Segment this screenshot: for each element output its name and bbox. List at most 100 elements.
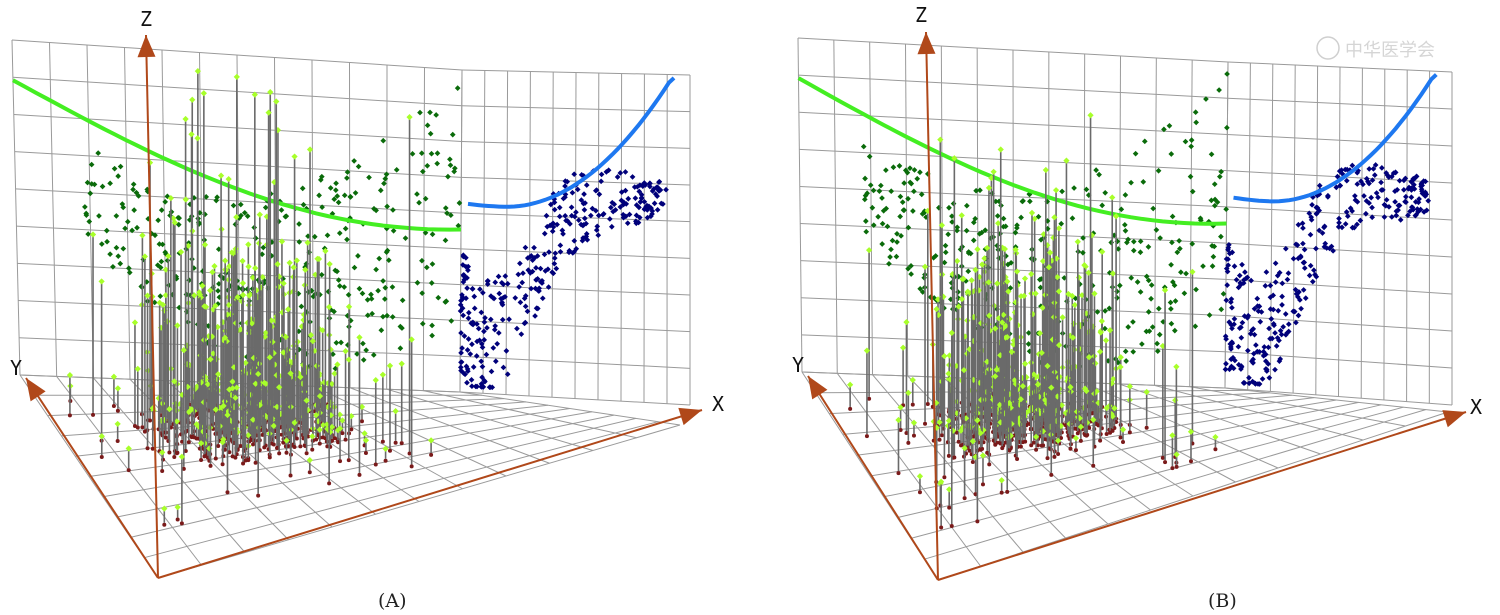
floor-gridline <box>130 417 637 538</box>
yz-projection-point <box>1389 214 1395 220</box>
xz-projection-point <box>131 207 137 213</box>
yz-projection-point <box>656 179 662 186</box>
xz-projection-point <box>203 194 210 200</box>
yz-projection-point <box>1371 172 1378 178</box>
yz-projection-point <box>1226 319 1233 325</box>
yz-projection-point <box>603 169 610 175</box>
yz-projection-point <box>582 215 588 222</box>
yz-projection-point <box>1260 348 1267 355</box>
data-point <box>1098 318 1105 325</box>
xz-projection-point <box>373 266 379 273</box>
data-point <box>1059 314 1066 321</box>
yz-projection-point <box>1279 302 1285 308</box>
floor-projection-point <box>973 492 978 497</box>
floor-projection-point <box>399 441 404 446</box>
yz-projection-point <box>481 337 488 343</box>
yz-projection-point <box>459 305 466 312</box>
floor-projection-point <box>1068 446 1073 451</box>
yz-projection-point <box>560 231 566 237</box>
floor-projection-point <box>949 524 954 529</box>
xz-projection-point <box>456 200 463 206</box>
xz-projection-point <box>1005 261 1011 268</box>
data-point <box>1085 354 1093 361</box>
xz-projection-point <box>418 150 425 157</box>
yz-projection-point <box>574 186 581 193</box>
yz-projection-point <box>1251 331 1258 338</box>
yz-projection-point <box>498 279 505 286</box>
grid-a <box>11 39 691 579</box>
xz-projection-point <box>393 166 400 173</box>
yz-projection-point <box>1397 217 1404 223</box>
yz-projection-point <box>637 199 644 205</box>
z-axis <box>925 31 939 581</box>
yz-projection-point <box>1396 177 1403 184</box>
yz-projection-point <box>1280 323 1287 330</box>
yz-projection-point <box>1370 165 1377 172</box>
xz-projection-point <box>1168 306 1174 312</box>
data-point <box>293 257 300 264</box>
yz-projection-point <box>1295 221 1302 228</box>
xz-projection-point <box>299 185 306 192</box>
yz-projection-point <box>490 345 497 351</box>
yz-projection-point <box>469 383 475 390</box>
data-point <box>326 303 333 311</box>
floor-projection-point <box>135 425 140 430</box>
floor-projection-point <box>1056 452 1061 457</box>
yz-projection-point <box>1336 219 1342 226</box>
yz-projection-point <box>533 305 540 312</box>
xz-projection-point <box>911 188 917 195</box>
yz-projection-point <box>571 213 578 220</box>
yz-projection-point <box>1298 305 1304 312</box>
yz-projection-point <box>626 211 633 218</box>
data-point <box>297 373 304 381</box>
floor-projection-point <box>1170 466 1175 471</box>
xz-projection-point <box>159 241 166 248</box>
floor-projection-point <box>1127 430 1132 435</box>
floor-projection-point <box>349 427 354 432</box>
xz-projection-point <box>448 318 455 324</box>
xz-projection-point <box>318 271 325 278</box>
floor-projection-point <box>288 473 293 478</box>
xz-projection-point <box>416 199 422 206</box>
floor-projection-point <box>904 431 909 436</box>
yz-projection-point <box>469 285 476 292</box>
data-point <box>252 380 259 387</box>
data-point <box>427 437 435 444</box>
xz-projection-point <box>1132 150 1139 157</box>
yz-projection-point <box>1247 330 1254 337</box>
data-point <box>217 172 225 179</box>
yz-projection-point <box>531 244 537 251</box>
xz-projection-point <box>332 267 339 274</box>
data-point <box>319 421 327 429</box>
data-point <box>306 457 313 464</box>
x-axis-label: X <box>712 392 724 416</box>
yz-projection-point <box>1279 280 1286 287</box>
yz-projection-point <box>1257 318 1264 325</box>
floor-projection-point <box>162 522 167 527</box>
yz-projection-point <box>1244 274 1251 281</box>
data-point <box>245 241 252 248</box>
yz-projection-point <box>609 199 616 206</box>
data-point <box>167 195 174 202</box>
right-wall-gridline <box>1292 64 1296 394</box>
xz-projection-point <box>889 237 896 244</box>
yz-projection-point <box>1379 165 1385 171</box>
xz-projection-point <box>444 210 450 216</box>
xz-projection-point <box>1137 249 1144 256</box>
yz-projection-point <box>1272 366 1278 373</box>
floor-projection-point <box>175 517 180 522</box>
xz-projection-point <box>344 236 350 243</box>
xz-projection-point <box>422 229 429 236</box>
xz-projection-point <box>1037 284 1044 291</box>
data-point <box>1028 270 1035 278</box>
yz-projection-point <box>1316 182 1323 189</box>
data-point <box>1078 292 1086 299</box>
yz-projection-point <box>580 221 587 228</box>
xz-projection-point <box>1210 253 1217 260</box>
data-point <box>899 344 907 351</box>
data-point <box>280 280 287 287</box>
floor-projection-point <box>848 406 853 411</box>
yz-projection-point <box>484 277 491 284</box>
data-point <box>1161 286 1169 294</box>
yz-projection-point <box>520 270 526 277</box>
